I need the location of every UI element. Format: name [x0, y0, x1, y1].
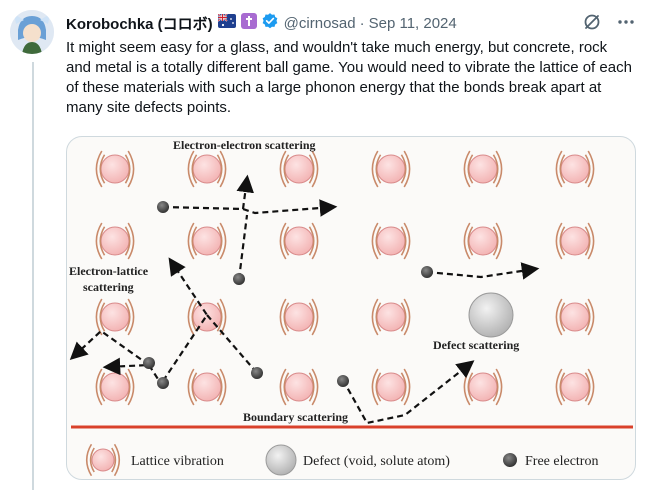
display-name[interactable]: Korobochka (コロボ) [66, 15, 213, 33]
tweet-date[interactable]: Sep 11, 2024 [368, 14, 457, 32]
header-actions [582, 12, 636, 37]
electron-electron-path-1 [162, 174, 254, 211]
free-electron [233, 273, 245, 285]
lattice-atom [463, 222, 503, 260]
more-icon[interactable] [616, 12, 636, 37]
electron-lattice-path-4 [206, 314, 258, 374]
label-defect: Defect scattering [433, 338, 519, 352]
tweet-text: It might seem easy for a glass, and woul… [66, 39, 632, 116]
label-boundary: Boundary scattering [243, 410, 348, 424]
electron-lattice-path [102, 357, 164, 388]
label-electron-lattice-1: Electron-lattice [69, 264, 149, 278]
grok-icon[interactable] [582, 12, 602, 37]
lattice-atom [279, 368, 319, 406]
lattice-atom [95, 222, 135, 260]
lattice-atom [555, 222, 595, 260]
lattice-atom [279, 150, 319, 188]
lattice-atom [85, 443, 121, 477]
australia-flag-icon [217, 13, 236, 32]
lattice-grid [95, 150, 595, 406]
legend-lattice-label: Lattice vibration [131, 454, 224, 469]
lattice-atom [95, 368, 135, 406]
electron-lattice-path-2 [69, 329, 150, 366]
label-electron-electron: Electron-electron scattering [173, 138, 316, 152]
legend: Lattice vibration Defect (void, solute a… [85, 443, 598, 477]
lattice-atom [371, 222, 411, 260]
lattice-atom [555, 368, 595, 406]
legend-defect-label: Defect (void, solute atom) [303, 454, 450, 469]
separator-dot: · [359, 14, 365, 32]
lattice-atom [95, 298, 135, 336]
legend-lattice-vibration-icon [85, 443, 121, 477]
lattice-atom [463, 368, 503, 406]
free-electron [421, 266, 433, 278]
lattice-atom [463, 150, 503, 188]
lattice-atom [371, 368, 411, 406]
defect-atom [468, 292, 514, 338]
free-electron [251, 367, 263, 379]
avatar[interactable] [10, 10, 54, 54]
electron-lattice-path-3 [162, 257, 209, 382]
scattering-paths [69, 174, 540, 425]
anime-avatar-icon [10, 10, 54, 54]
free-electron [157, 201, 169, 213]
lattice-atom [95, 150, 135, 188]
tweet-header: Korobochka (コロボ) @cirnosad · Sep 11, 202… [66, 12, 636, 34]
tweet-image[interactable]: Electron-electron scattering Electron-la… [66, 136, 636, 480]
lattice-atom [279, 222, 319, 260]
lattice-atom [187, 222, 227, 260]
lattice-atom [187, 298, 227, 336]
electron-electron-path-2 [242, 199, 338, 217]
free-electron [337, 375, 349, 387]
scattering-diagram: Electron-electron scattering Electron-la… [69, 138, 633, 477]
lattice-atom [187, 150, 227, 188]
defect-path [426, 262, 540, 280]
lattice-atom [371, 298, 411, 336]
free-electron [157, 377, 169, 389]
lattice-atom [371, 150, 411, 188]
legend-electron-icon [503, 453, 517, 467]
label-electron-lattice-2: scattering [83, 280, 134, 294]
free-electrons [143, 201, 433, 389]
lattice-atom [555, 298, 595, 336]
boundary-path [342, 360, 475, 425]
electron-electron-path-3 [237, 214, 249, 280]
legend-defect-icon [265, 444, 297, 476]
free-electron [143, 357, 155, 369]
author-handle[interactable]: @cirnosad [283, 14, 356, 32]
thread-line [32, 62, 34, 490]
lattice-atom [555, 150, 595, 188]
legend-electron-label: Free electron [525, 454, 598, 469]
cross-badge-icon [240, 13, 257, 33]
lattice-atom [187, 368, 227, 406]
lattice-atom [279, 298, 319, 336]
verified-icon [261, 12, 279, 34]
